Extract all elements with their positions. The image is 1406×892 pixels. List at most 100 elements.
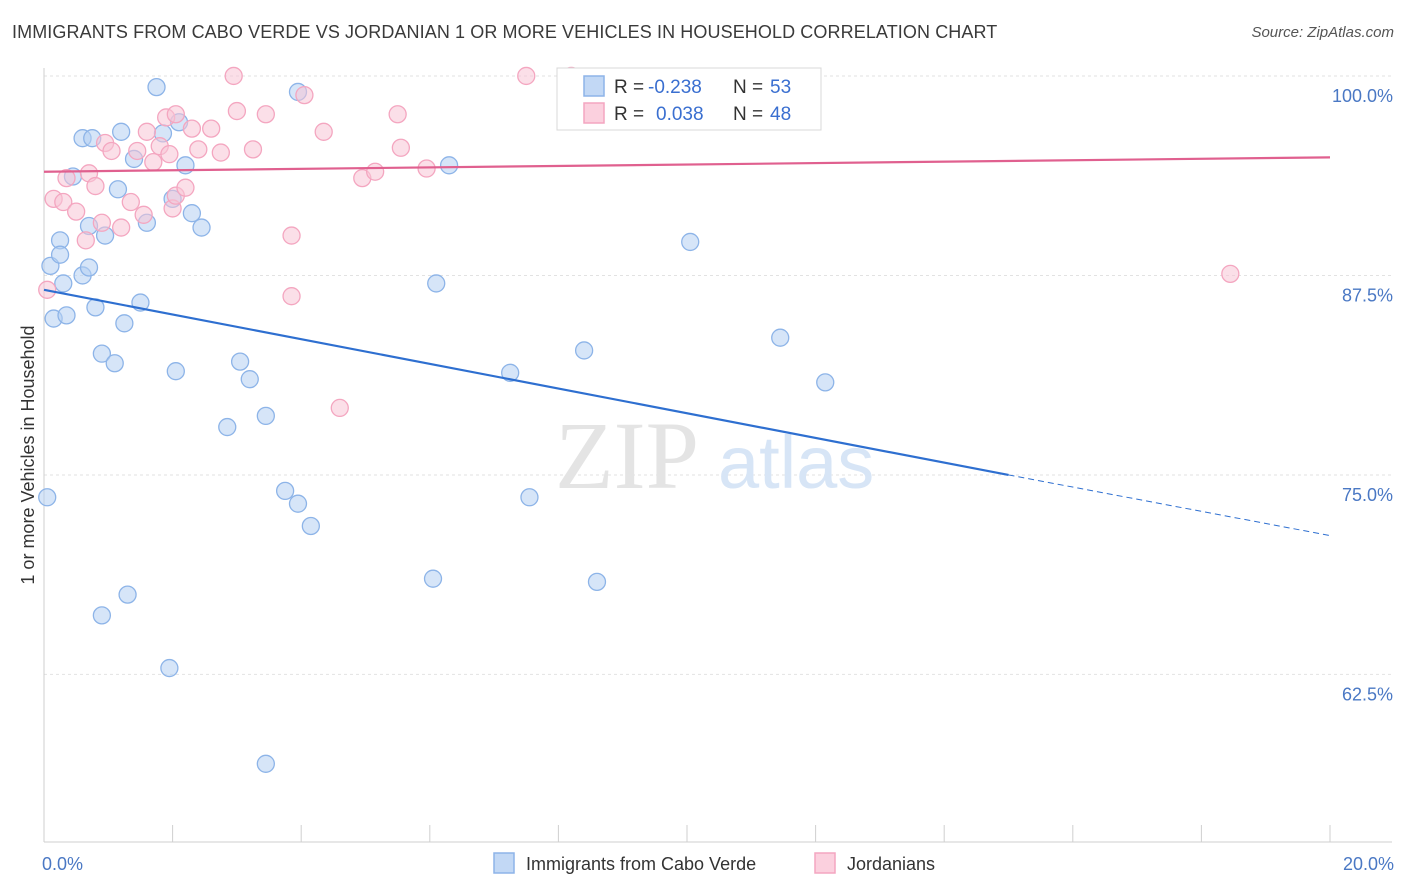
data-point [182, 204, 202, 223]
bottom-legend-swatch-jordanians [814, 852, 836, 874]
legend-r-value-1: -0.238 [648, 77, 702, 98]
data-point [439, 156, 459, 175]
data-point [816, 373, 835, 392]
data-point [189, 140, 208, 159]
data-point [112, 218, 131, 237]
source-note: Source: ZipAtlas.com [1251, 24, 1394, 41]
legend-r-value-2: 0.038 [656, 104, 704, 125]
legend-n-label-2: N = [733, 104, 763, 125]
data-point [38, 488, 57, 507]
legend-r-label-1: R = [614, 77, 644, 98]
data-point [54, 274, 73, 293]
data-point [92, 213, 112, 232]
data-point [128, 141, 147, 161]
data-point [182, 119, 202, 138]
data-point [76, 231, 95, 250]
data-point [330, 398, 349, 418]
legend-n-value-2: 48 [770, 104, 791, 125]
y-tick-label: 75.0% [1342, 485, 1393, 505]
data-point [240, 370, 259, 389]
data-point [118, 585, 137, 604]
data-point [587, 572, 607, 592]
data-point [211, 143, 230, 162]
data-point [79, 258, 99, 277]
series-points-jordanians [38, 66, 1240, 418]
x-tick-label-min: 0.0% [42, 854, 83, 874]
data-point [108, 180, 128, 199]
data-point [102, 141, 121, 161]
data-point [112, 122, 131, 141]
data-point [57, 168, 76, 188]
legend-r-label-2: R = [614, 104, 644, 125]
data-point [574, 341, 594, 360]
watermark: ZIP atlas [555, 402, 874, 509]
data-point [423, 569, 443, 588]
series-points-cabo-verde [38, 77, 835, 773]
data-point [256, 754, 275, 773]
data-point [771, 328, 790, 347]
data-point [57, 306, 76, 325]
trend-line-jordanians [43, 156, 1331, 173]
trend-line-cabo-verde [43, 288, 1009, 477]
series-legend: Immigrants from Cabo Verde Jordanians [493, 852, 935, 874]
y-axis-label: 1 or more Vehicles in Household [18, 325, 38, 584]
stats-legend: R = -0.238 N = 53 R = 0.038 N = 48 [556, 67, 822, 131]
data-points [38, 66, 1240, 773]
data-point [282, 287, 301, 306]
data-point [92, 606, 112, 625]
data-point [391, 138, 411, 157]
data-point [67, 202, 86, 221]
data-point [1221, 264, 1240, 284]
data-point [54, 192, 73, 212]
data-point [256, 105, 275, 124]
data-point [227, 101, 247, 121]
legend-n-value-1: 53 [770, 77, 791, 98]
data-point [517, 66, 536, 86]
legend-swatch-jordanians [583, 102, 605, 124]
y-tick-label: 100.0% [1332, 86, 1393, 106]
data-point [160, 145, 179, 164]
data-point [134, 205, 153, 224]
data-point [105, 354, 124, 373]
legend-n-label-1: N = [733, 77, 763, 98]
bottom-legend-label-cabo-verde: Immigrants from Cabo Verde [526, 854, 756, 874]
data-point [192, 218, 211, 237]
data-point [230, 352, 250, 371]
chart-title: IMMIGRANTS FROM CABO VERDE VS JORDANIAN … [12, 22, 998, 42]
trend-lines [43, 156, 1331, 537]
y-tick-labels: 100.0% 87.5% 75.0% 62.5% [1332, 86, 1393, 704]
x-tick-labels: 0.0% 20.0% [42, 854, 1394, 874]
data-point [160, 658, 179, 678]
trend-line-extension [1008, 474, 1331, 537]
bottom-legend-label-jordanians: Jordanians [847, 854, 935, 874]
data-point [166, 105, 185, 124]
data-point [144, 152, 163, 172]
data-point [501, 363, 520, 382]
data-point [275, 481, 295, 501]
data-point [295, 85, 314, 105]
data-point [520, 488, 539, 507]
data-point [92, 344, 112, 363]
data-point [681, 232, 700, 252]
data-point [388, 105, 407, 124]
y-tick-label: 62.5% [1342, 684, 1393, 704]
data-point [202, 119, 221, 138]
legend-swatch-cabo-verde [583, 75, 605, 97]
axes [43, 68, 1392, 843]
data-point [224, 66, 243, 86]
data-point [147, 77, 166, 97]
data-point [218, 417, 237, 437]
y-tick-label: 87.5% [1342, 285, 1393, 305]
data-point [288, 494, 308, 513]
data-point [282, 226, 301, 245]
data-point [137, 122, 157, 141]
data-point [365, 162, 385, 181]
data-point [314, 122, 333, 141]
data-point [243, 140, 263, 159]
data-point [166, 362, 185, 381]
data-point [256, 406, 275, 426]
x-tick-label-max: 20.0% [1343, 854, 1394, 874]
bottom-legend-swatch-cabo-verde [493, 852, 515, 874]
data-point [121, 192, 140, 212]
